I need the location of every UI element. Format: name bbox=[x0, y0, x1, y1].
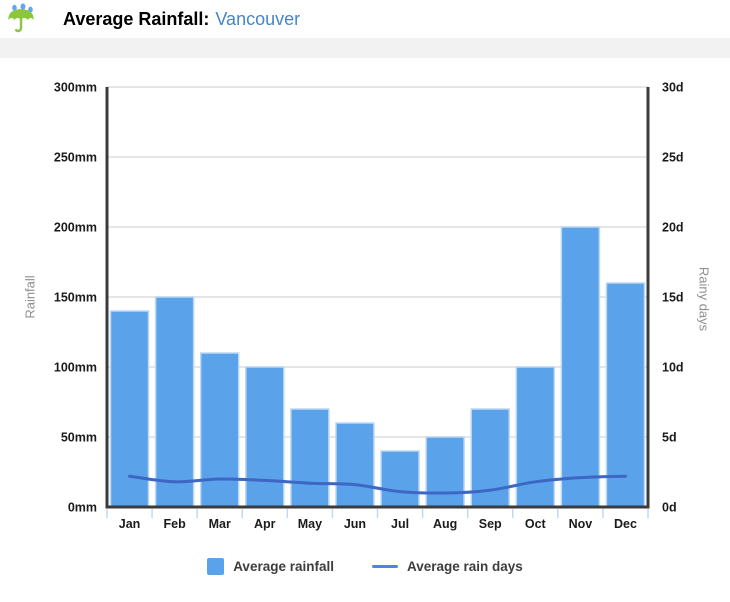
x-axis-tick-label: Jun bbox=[344, 517, 366, 531]
title-text: Average Rainfall: bbox=[63, 8, 210, 29]
right-axis-tick-label: 30d bbox=[662, 81, 684, 95]
x-axis-tick-label: Jan bbox=[119, 517, 141, 531]
x-axis-tick-label: Mar bbox=[209, 517, 231, 531]
right-axis-tick-label: 10d bbox=[662, 361, 684, 375]
rainfall-bar bbox=[290, 408, 330, 508]
left-axis-tick-label: 200mm bbox=[54, 221, 97, 235]
rainfall-bar bbox=[199, 352, 240, 508]
left-axis-tick-label: 150mm bbox=[54, 291, 97, 305]
rainfall-bar bbox=[245, 366, 285, 508]
rainfall-bar bbox=[515, 366, 556, 508]
right-axis-tick-label: 20d bbox=[662, 221, 684, 235]
rainfall-bar bbox=[425, 436, 465, 508]
x-axis-tick-label: Aug bbox=[433, 517, 457, 531]
right-axis-tick-label: 25d bbox=[662, 151, 684, 165]
x-axis-tick-label: Sep bbox=[479, 517, 502, 531]
x-axis-tick-label: Nov bbox=[569, 517, 593, 531]
header: Average Rainfall: Vancouver bbox=[0, 0, 730, 38]
left-axis-tick-label: 300mm bbox=[54, 81, 97, 95]
legend-item-rain-days[interactable]: Average rain days bbox=[371, 559, 523, 574]
legend-label-rainfall: Average rainfall bbox=[233, 559, 334, 574]
rainfall-bar bbox=[605, 282, 646, 508]
left-axis-title: Rainfall bbox=[22, 275, 38, 319]
right-axis-tick-label: 0d bbox=[662, 501, 677, 515]
rain-days-swatch bbox=[371, 564, 398, 569]
right-axis-title: Rainy days bbox=[696, 266, 712, 332]
rainfall-swatch bbox=[207, 558, 225, 575]
city-name[interactable]: Vancouver bbox=[215, 8, 301, 29]
x-axis-tick-label: Oct bbox=[525, 517, 547, 531]
legend-label-rain-days: Average rain days bbox=[406, 559, 523, 574]
right-axis-tick-label: 5d bbox=[662, 431, 677, 445]
rainfall-bar bbox=[560, 226, 601, 508]
left-axis-tick-label: 50mm bbox=[61, 431, 97, 445]
header-divider bbox=[0, 38, 730, 58]
right-axis-tick-label: 15d bbox=[662, 291, 684, 305]
x-axis-tick-label: Jul bbox=[391, 517, 409, 531]
chart-legend: Average rainfall Average rain days bbox=[0, 558, 730, 575]
rain-days-line bbox=[128, 474, 627, 495]
rainfall-bar bbox=[154, 296, 195, 508]
x-axis-tick-label: May bbox=[298, 517, 322, 531]
rainfall-chart: 0mm 50mm 100mm 150mm 200mm 250mm 300mm 0d 5d 10d 1… bbox=[54, 81, 684, 532]
legend-item-rainfall[interactable]: Average rainfall bbox=[207, 558, 334, 575]
x-axis-tick-label: Feb bbox=[164, 517, 187, 531]
left-axis-tick-label: 100mm bbox=[54, 361, 97, 375]
left-axis-tick-label: 250mm bbox=[54, 151, 97, 165]
x-axis-tick-label: Dec bbox=[614, 517, 637, 531]
rainfall-bar bbox=[335, 422, 375, 508]
left-axis-tick-label: 0mm bbox=[68, 501, 97, 515]
umbrella-rain-icon bbox=[5, 3, 39, 37]
x-axis-tick-label: Apr bbox=[254, 517, 276, 531]
rainfall-bar bbox=[380, 450, 420, 508]
page-title: Average Rainfall: Vancouver bbox=[63, 9, 300, 30]
